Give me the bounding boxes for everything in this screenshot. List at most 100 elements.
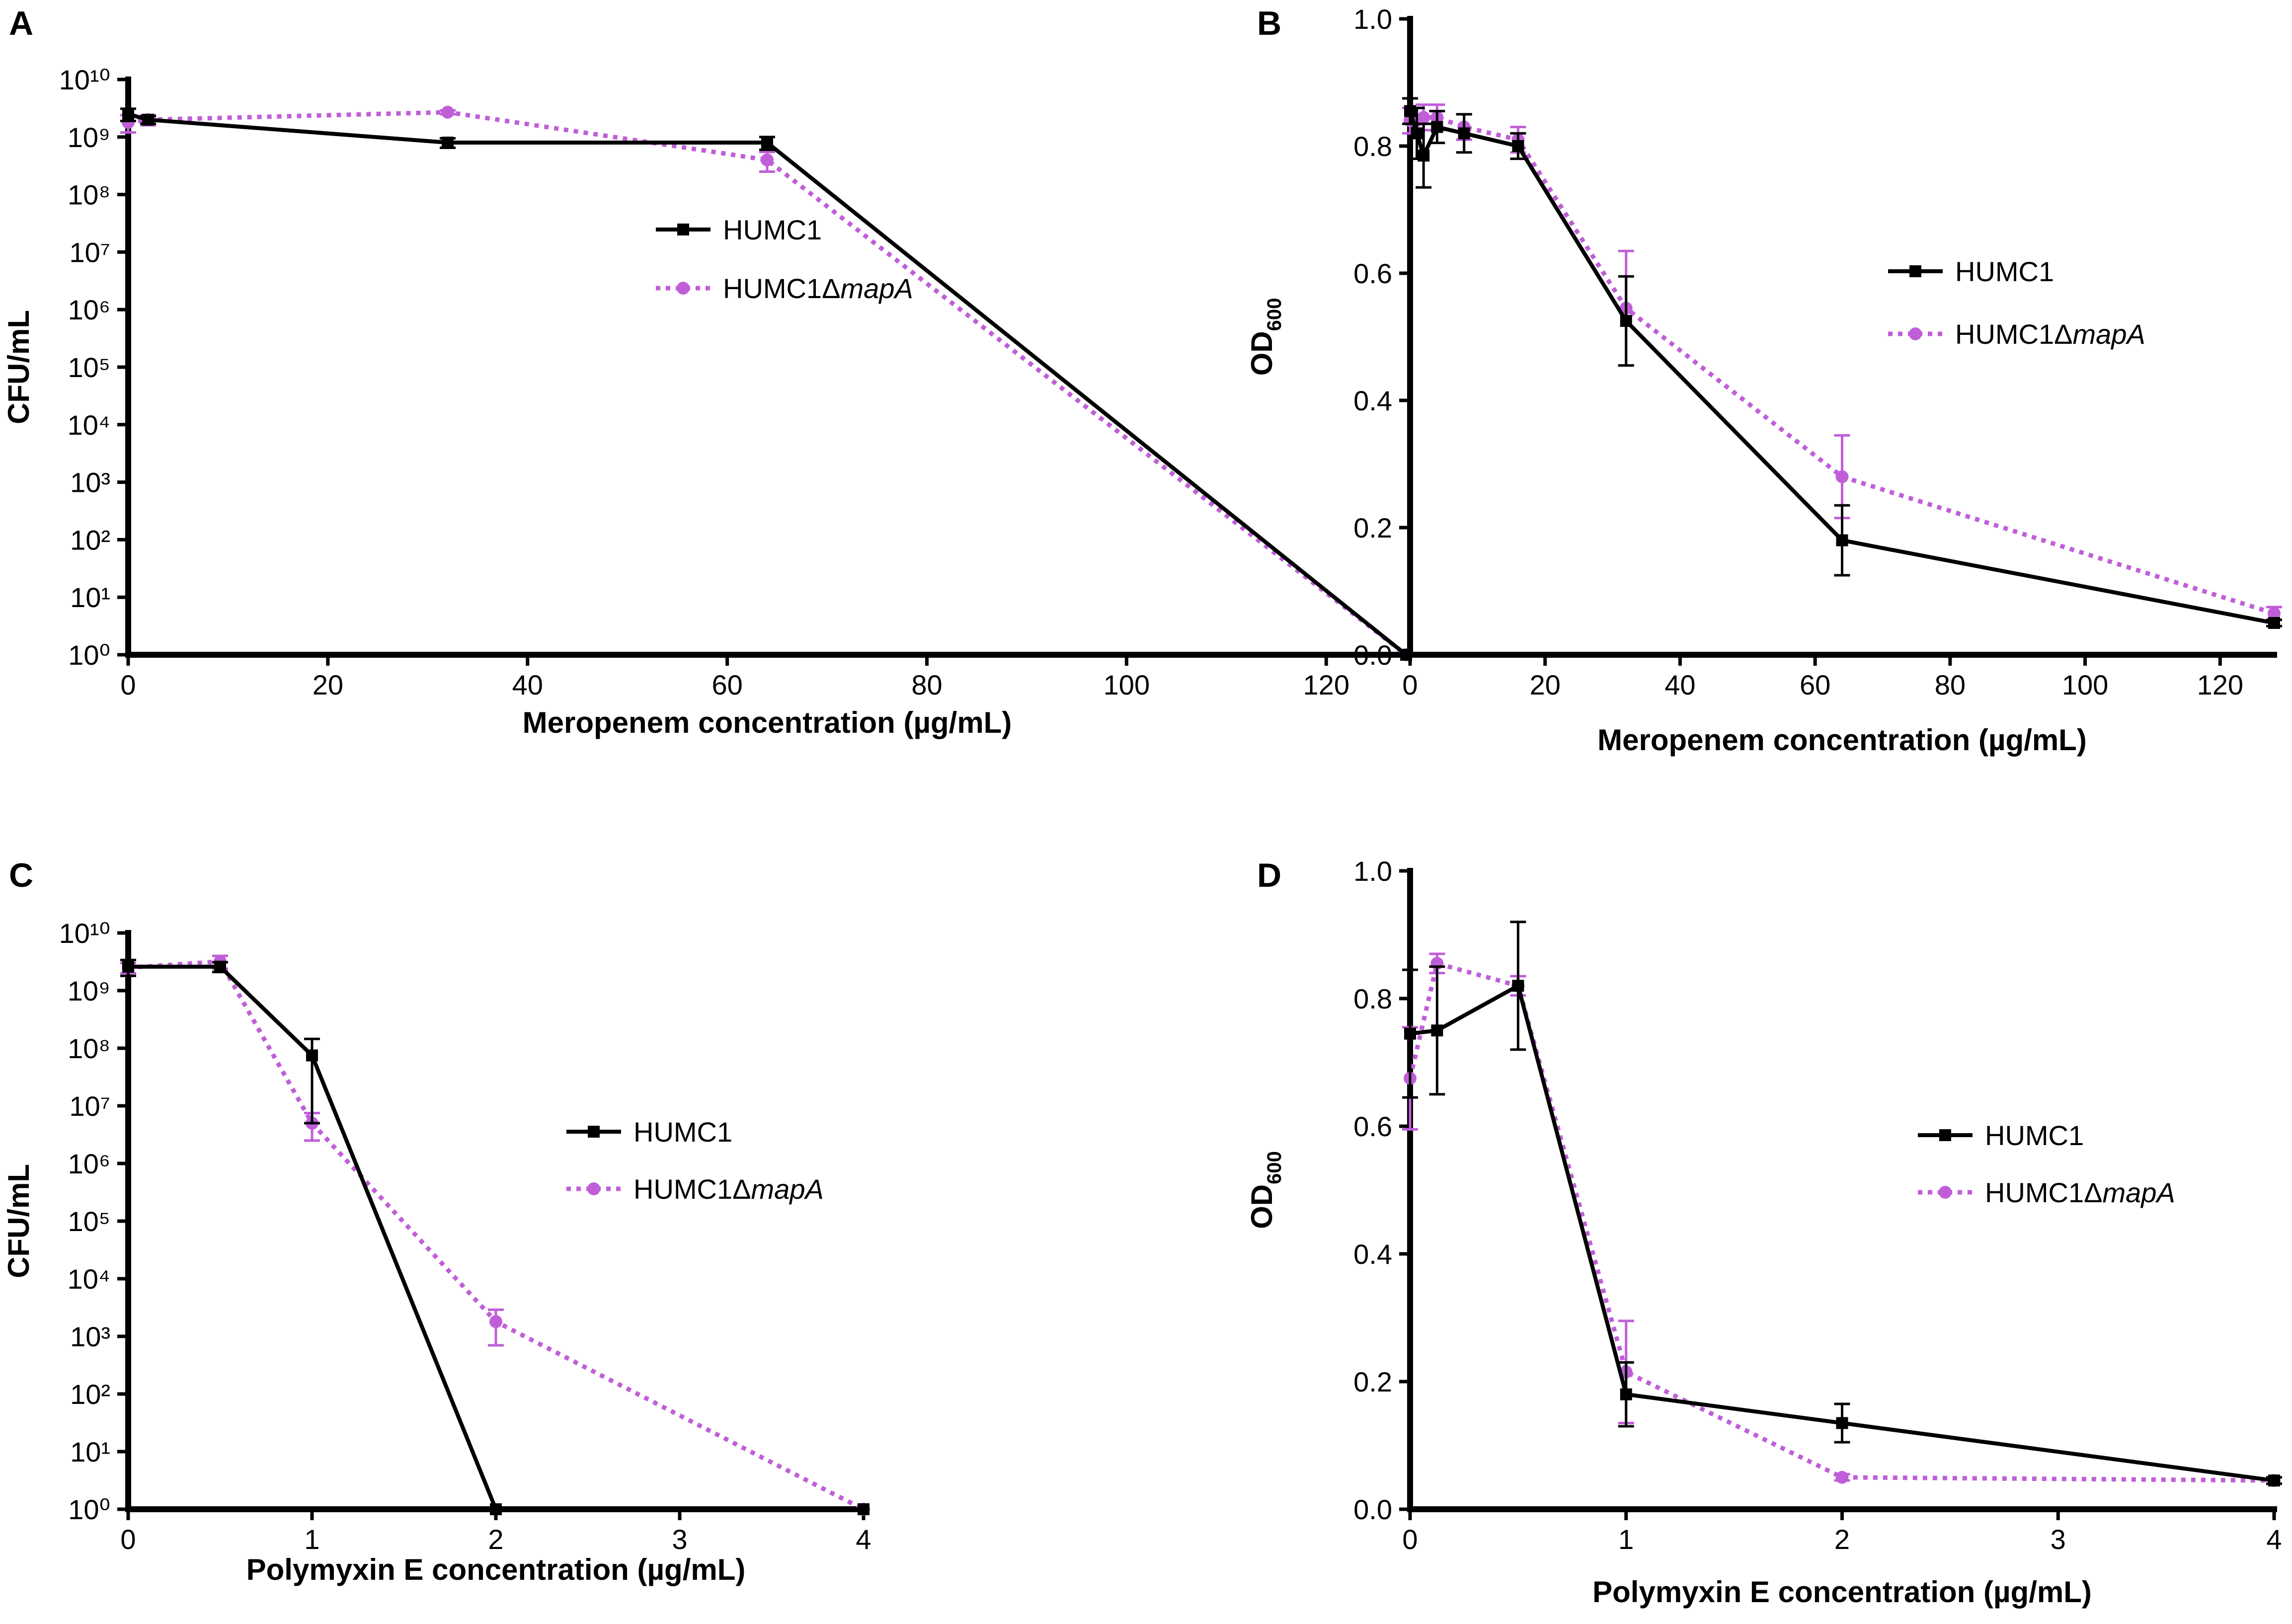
legend-marker: [1909, 327, 1922, 340]
x-tick-label: 0: [1402, 669, 1418, 700]
x-tick-label: 120: [2197, 669, 2243, 700]
y-tick-label: 10⁶: [68, 294, 110, 325]
legend-label: HUMC1ΔmapA: [633, 1173, 824, 1205]
data-point: [1836, 534, 1848, 546]
data-point: [306, 1049, 318, 1062]
x-axis-title: Polymyxin E concentration (µg/mL): [246, 1553, 746, 1586]
series-humc1: HUMC1: [1402, 97, 2282, 629]
data-point: [1404, 1027, 1416, 1040]
panel-letter: B: [1257, 4, 1281, 42]
x-tick-label: 80: [911, 669, 942, 700]
series-humc1-mapa: HUMC1ΔmapA: [120, 105, 1413, 661]
x-axis-title: Meropenem concentration (µg/mL): [523, 706, 1012, 739]
panel-d: D 0.0 0.2 0.4 0.6 0.8 1.0 0 1 2 3 4 Polymyxin E conc…: [1245, 855, 2282, 1609]
data-point: [1512, 140, 1524, 152]
legend-label: HUMC1: [633, 1116, 732, 1148]
x-tick-label: 20: [313, 669, 343, 700]
series-line: [1408, 961, 2275, 1483]
series-line: [128, 964, 864, 1511]
x-axis-title: Polymyxin E concentration (µg/mL): [1592, 1575, 2092, 1609]
x-tick-label: 3: [672, 1524, 687, 1555]
y-axis-title: OD600: [1245, 1151, 1285, 1229]
data-point: [1404, 105, 1416, 117]
y-tick-label: 0.0: [1353, 639, 1392, 671]
y-tick-label: 10⁴: [68, 1263, 110, 1295]
y-axis-title: CFU/mL: [2, 1164, 35, 1278]
x-tick-label: 100: [2062, 669, 2108, 700]
data-point: [441, 105, 454, 119]
panel-c: C 10⁰ 10¹ 10² 10³ 10⁴ 10⁵ 10⁶ 10⁷ 10⁸ 10⁹ 10¹⁰ 0 1 2 3 4…: [2, 856, 871, 1586]
legend-label: HUMC1ΔmapA: [723, 273, 913, 304]
y-tick-label: 10⁴: [68, 409, 110, 441]
data-point: [1417, 111, 1430, 124]
x-tick-label: 60: [711, 669, 742, 700]
legend-label: HUMC1: [723, 214, 822, 245]
panel-a: A 10⁰ 10¹ 10² 10³ 10⁴ 10⁵ 10⁶ 10⁷ 10⁸ 10⁹ 10¹⁰ 0 20 40…: [2, 4, 1413, 739]
panel-letter: A: [9, 4, 33, 42]
y-tick-label: 10⁷: [69, 1090, 110, 1122]
data-point: [761, 137, 773, 149]
legend-marker: [588, 1126, 600, 1138]
data-point: [2268, 1474, 2280, 1487]
data-point: [2268, 607, 2281, 620]
legend-marker: [1939, 1129, 1951, 1141]
data-point: [1835, 470, 1849, 483]
data-point: [858, 1503, 869, 1515]
x-tick-label: 40: [512, 669, 543, 700]
y-tick-label: 10⁵: [68, 1206, 110, 1237]
y-axis-title: CFU/mL: [2, 310, 35, 424]
y-tick-label: 1.0: [1353, 855, 1392, 887]
series-line: [128, 959, 865, 1512]
data-point: [1411, 127, 1423, 140]
data-point: [1418, 150, 1430, 162]
x-axis-title: Meropenem concentration (µg/mL): [1597, 723, 2087, 757]
data-point: [142, 113, 155, 126]
data-point: [1620, 1388, 1632, 1400]
x-tick-label: 2: [488, 1524, 503, 1555]
legend-label: HUMC1ΔmapA: [1955, 318, 2145, 350]
series-line: [128, 110, 1408, 657]
legend-label: HUMC1: [1985, 1120, 2084, 1151]
y-tick-label: 0.8: [1353, 131, 1392, 162]
x-tick-label: 40: [1664, 669, 1695, 700]
series-humc1-mapa: HUMC1ΔmapA: [120, 954, 870, 1516]
x-tick-label: 60: [1800, 669, 1830, 700]
y-tick-label: 0.6: [1353, 1111, 1392, 1142]
legend-marker: [677, 282, 690, 295]
y-tick-label: 10⁸: [68, 179, 110, 211]
y-tick-label: 0.0: [1353, 1494, 1392, 1525]
data-point: [490, 1503, 502, 1515]
series-humc1: HUMC1: [120, 107, 1412, 661]
data-point: [214, 960, 226, 973]
y-tick-label: 10²: [70, 524, 110, 555]
data-point: [1431, 121, 1443, 133]
data-point: [2268, 617, 2280, 629]
x-tick-label: 3: [2051, 1524, 2066, 1555]
data-point: [1431, 1024, 1443, 1037]
data-point: [442, 137, 454, 149]
x-tick-label: 4: [2266, 1524, 2282, 1555]
y-tick-label: 10²: [70, 1379, 110, 1410]
y-tick-label: 10⁶: [68, 1148, 110, 1179]
data-point: [122, 108, 134, 120]
data-point: [1836, 1417, 1848, 1429]
data-point: [122, 960, 134, 973]
y-axis-title: OD600: [1245, 298, 1285, 376]
legend-marker: [1909, 265, 1921, 277]
x-tick-label: 100: [1104, 669, 1150, 700]
y-tick-label: 10⁹: [68, 975, 110, 1006]
y-tick-label: 10¹: [70, 582, 110, 613]
data-point: [1835, 1470, 1849, 1484]
x-tick-label: 1: [1618, 1524, 1634, 1555]
panel-letter: D: [1257, 856, 1281, 894]
y-tick-label: 0.8: [1353, 983, 1392, 1014]
x-tick-label: 80: [1935, 669, 1966, 700]
x-tick-label: 0: [1402, 1524, 1418, 1555]
y-tick-label: 0.4: [1353, 385, 1392, 416]
y-tick-label: 10³: [70, 467, 110, 498]
legend-label: HUMC1: [1955, 256, 2054, 287]
legend-marker: [587, 1182, 600, 1195]
series-line: [127, 112, 1408, 657]
legend-marker: [1939, 1186, 1952, 1199]
